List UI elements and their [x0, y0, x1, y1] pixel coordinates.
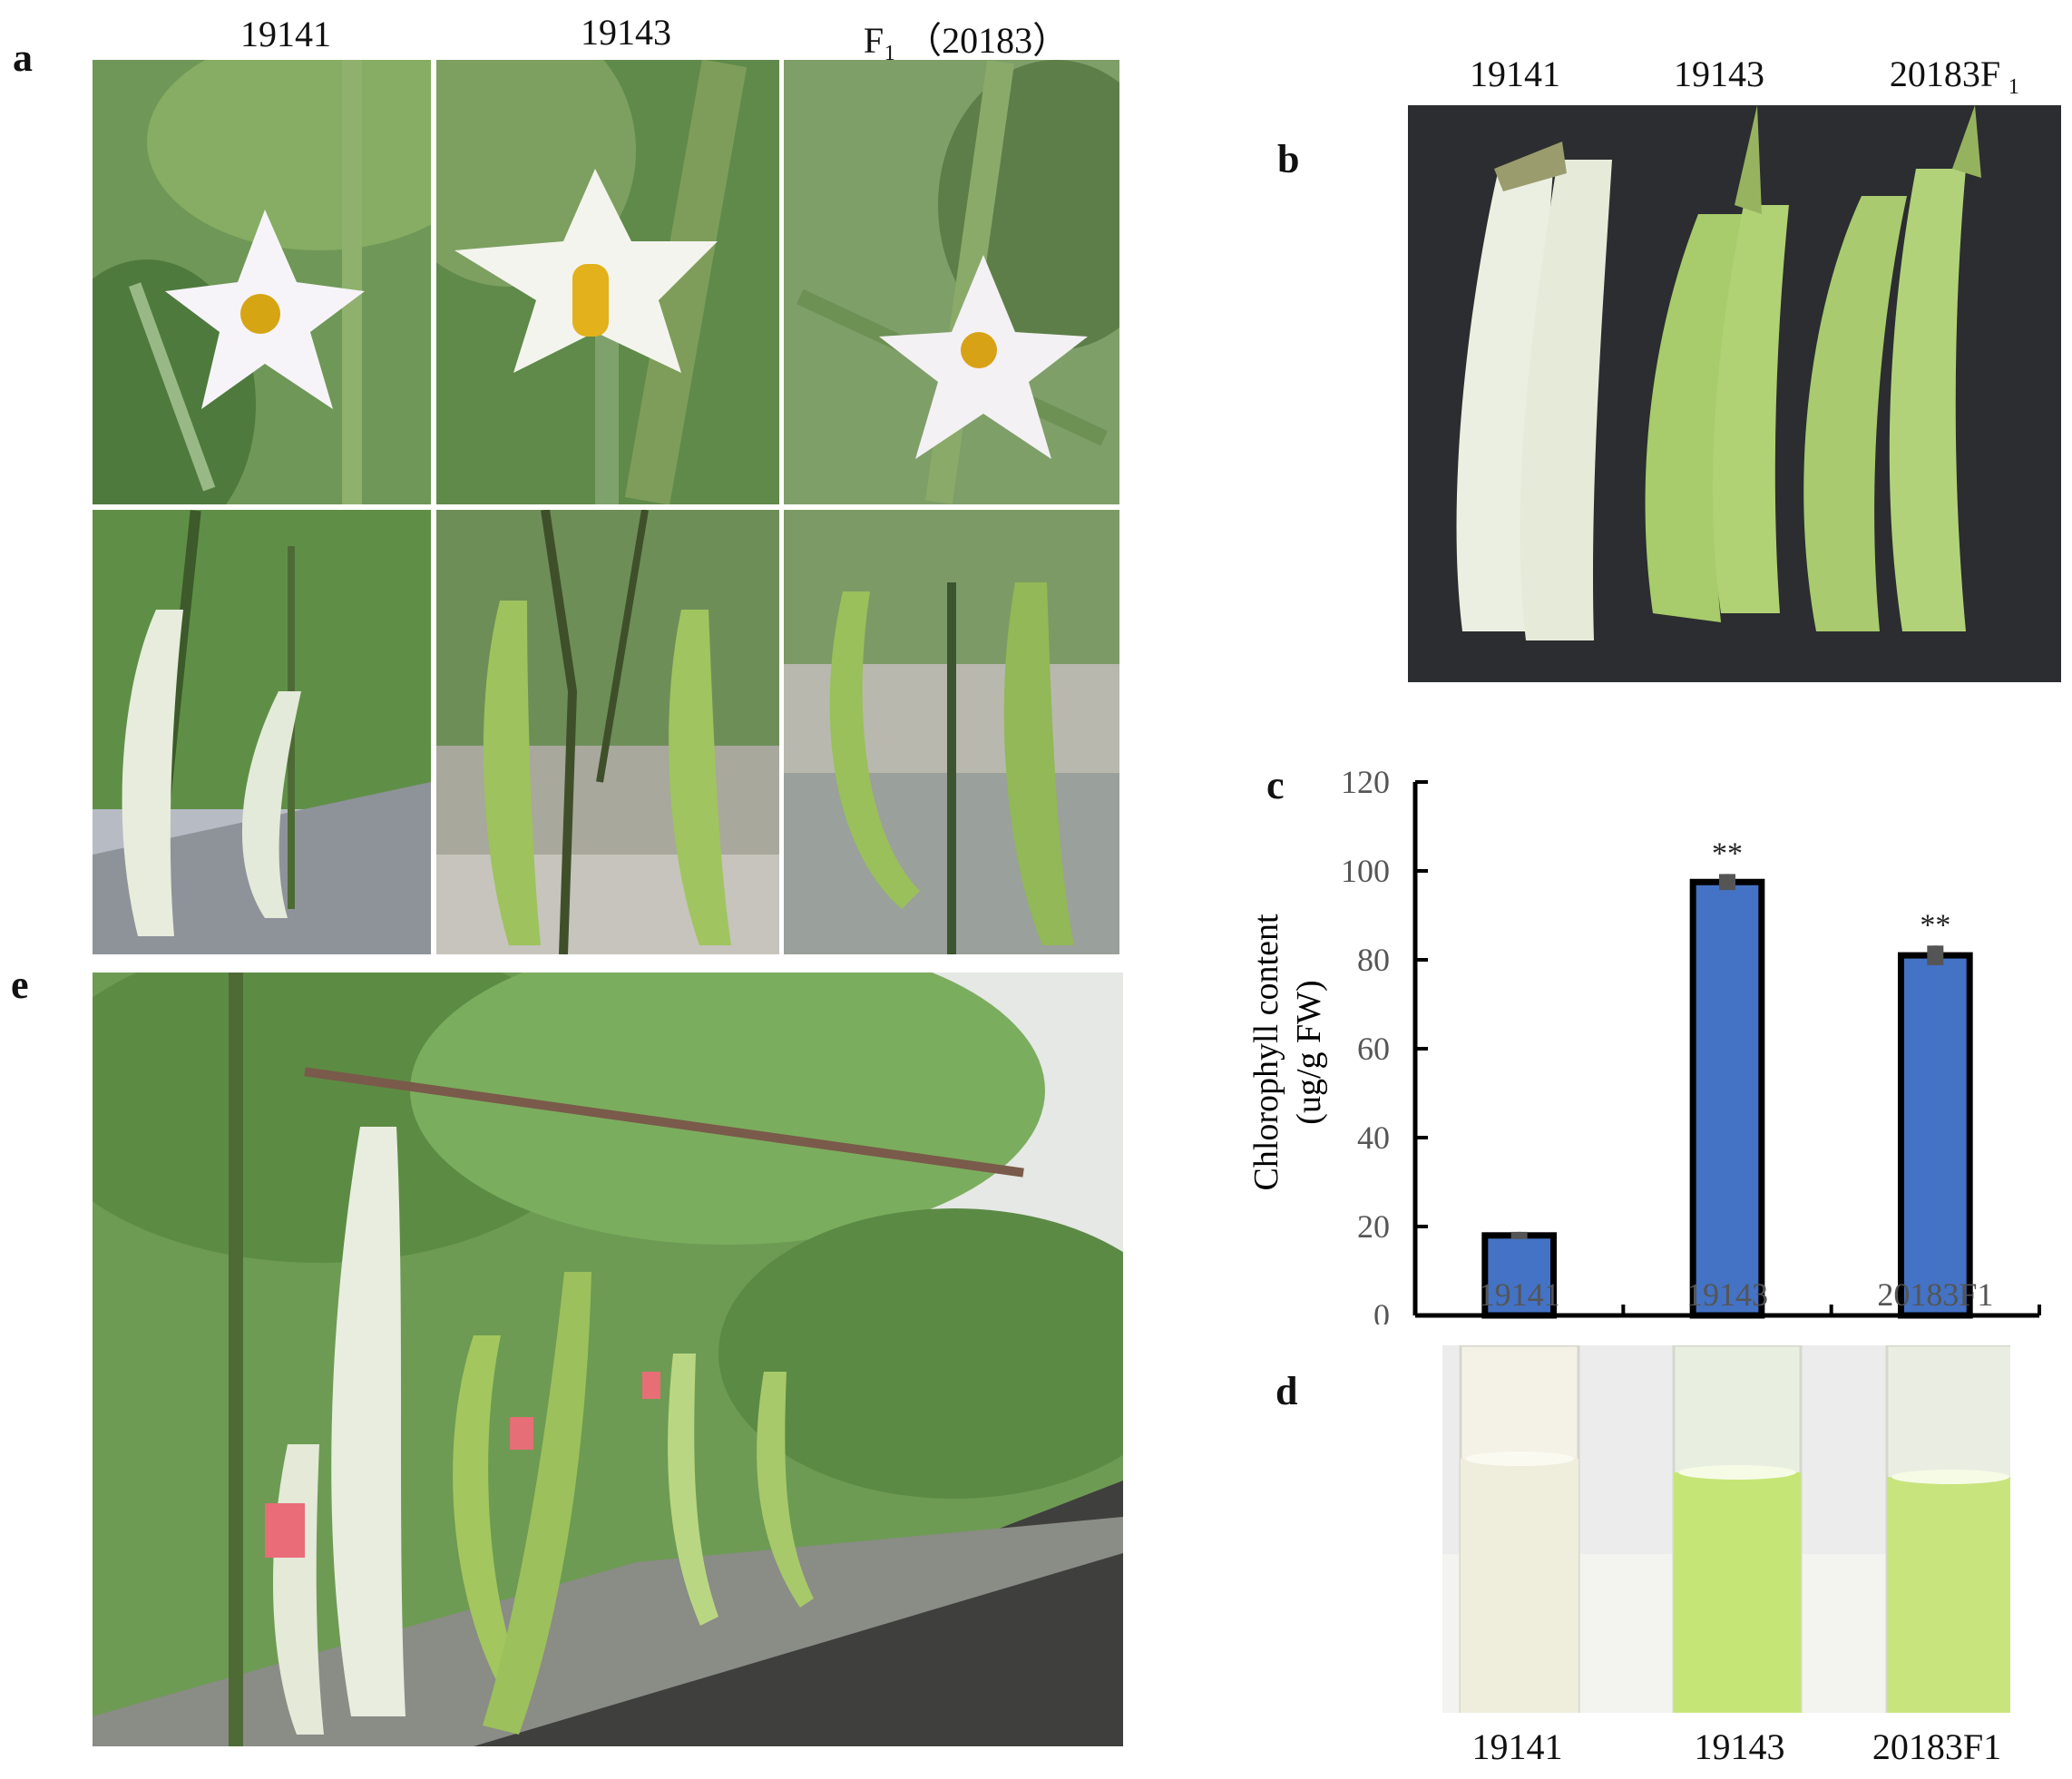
bar-19143 — [1689, 878, 1765, 1319]
fruit-plant-photo-f1 — [784, 510, 1119, 954]
error-cap-19141 — [1510, 1231, 1528, 1239]
bar-20183F1 — [1897, 952, 1973, 1319]
y-tick-label: 120 — [1341, 764, 1390, 800]
significance-label-19143: ** — [1712, 836, 1743, 870]
y-tick-label: 60 — [1357, 1031, 1390, 1067]
chlorophyll-extract-cuvette-photo — [1442, 1345, 2010, 1713]
panel-d-label-19143: 19143 — [1694, 1726, 1785, 1767]
significance-label-20183F1: ** — [1920, 908, 1950, 942]
panel-b-label-19143: 19143 — [1674, 54, 1764, 94]
panel-a-label-19141: 19141 — [240, 14, 331, 54]
y-tick-label: 0 — [1373, 1297, 1390, 1324]
flower-photo-19143 — [436, 60, 779, 504]
panel-b-label-19141: 19141 — [1470, 54, 1560, 94]
panel-d-letter: d — [1275, 1369, 1298, 1413]
fruit-plant-photo-19141 — [93, 510, 431, 954]
y-tick-label: 20 — [1357, 1208, 1390, 1245]
error-cap-19143 — [1719, 874, 1735, 891]
field-plants-photo — [93, 973, 1123, 1746]
flower-photo-f1 — [784, 60, 1119, 504]
panel-d-label-20183f1: 20183F1 — [1872, 1726, 2002, 1767]
y-axis-label-line2: (ug/g FW) — [1290, 980, 1328, 1124]
panel-a-letter: a — [13, 35, 33, 80]
y-tick-label: 80 — [1357, 942, 1390, 978]
x-category-label-19141: 19141 — [1478, 1276, 1560, 1313]
error-cap-20183F1 — [1927, 945, 1944, 965]
panel-b-letter: b — [1277, 137, 1300, 181]
y-axis-label: Chlorophyll content (ug/g FW) — [1247, 914, 1328, 1190]
panel-b-label-20183f1: 20183F ₁ — [1889, 54, 2021, 94]
chlorophyll-bar-chart: Chlorophyll content (ug/g FW) 0 20 40 60 80 1… — [1247, 764, 2041, 1324]
y-tick-label: 40 — [1357, 1119, 1390, 1156]
panel-a-label-19143: 19143 — [581, 12, 671, 53]
panel-e-letter: e — [11, 963, 29, 1007]
panel-a-label-f1: F₁ （20183） — [863, 20, 1070, 61]
panel-c-letter: c — [1266, 763, 1285, 807]
x-category-label-19143: 19143 — [1686, 1276, 1768, 1313]
y-axis-label-line1: Chlorophyll content — [1247, 914, 1285, 1190]
fruit-plant-photo-19143 — [436, 510, 779, 954]
panel-d-label-19141: 19141 — [1471, 1726, 1563, 1767]
fruit-comparison-photo — [1408, 105, 2061, 682]
y-tick-label: 100 — [1341, 853, 1390, 889]
x-category-label-20183F1: 20183F1 — [1877, 1276, 1994, 1313]
flower-photo-19141 — [93, 60, 431, 504]
